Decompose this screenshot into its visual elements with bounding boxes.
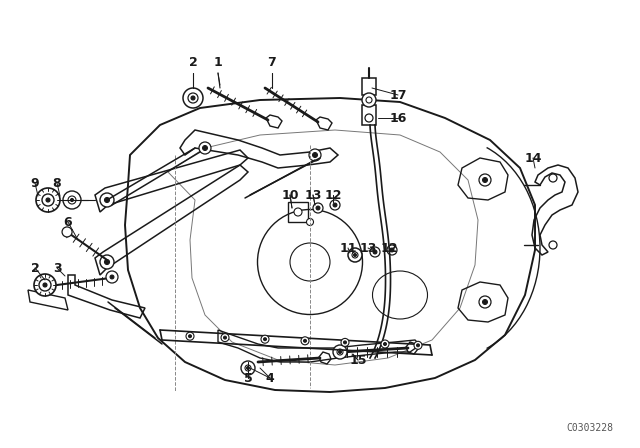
Circle shape [383, 343, 387, 345]
Circle shape [549, 241, 557, 249]
Text: C0303228: C0303228 [566, 423, 614, 433]
Polygon shape [406, 342, 418, 354]
Circle shape [43, 283, 47, 287]
Circle shape [549, 174, 557, 182]
Circle shape [381, 340, 389, 348]
Circle shape [370, 247, 380, 257]
Circle shape [339, 350, 342, 353]
Circle shape [333, 203, 337, 207]
Text: 14: 14 [524, 151, 541, 164]
Text: 15: 15 [349, 353, 367, 366]
Circle shape [264, 338, 266, 340]
Polygon shape [28, 290, 68, 310]
Circle shape [68, 196, 76, 204]
Circle shape [261, 335, 269, 343]
Circle shape [223, 336, 227, 339]
Circle shape [63, 191, 81, 209]
Text: 17: 17 [389, 89, 407, 102]
Circle shape [39, 279, 51, 291]
Circle shape [483, 300, 488, 305]
Circle shape [46, 198, 50, 202]
Circle shape [303, 339, 307, 342]
Circle shape [188, 93, 198, 103]
Text: 10: 10 [281, 189, 299, 202]
Circle shape [344, 341, 346, 344]
Circle shape [330, 200, 340, 210]
Text: 12: 12 [324, 189, 342, 202]
Circle shape [313, 203, 323, 213]
Polygon shape [319, 352, 331, 364]
Text: 4: 4 [266, 371, 275, 384]
Circle shape [199, 142, 211, 154]
Circle shape [104, 198, 109, 202]
Circle shape [189, 335, 191, 338]
Circle shape [294, 208, 302, 216]
Circle shape [312, 152, 317, 158]
Polygon shape [362, 105, 376, 125]
Circle shape [417, 344, 419, 347]
Text: 3: 3 [52, 262, 61, 275]
Circle shape [341, 338, 349, 346]
Circle shape [42, 194, 54, 206]
Circle shape [316, 206, 320, 210]
Circle shape [183, 88, 203, 108]
Circle shape [337, 349, 343, 355]
Polygon shape [362, 78, 376, 95]
Circle shape [414, 341, 422, 349]
Circle shape [301, 337, 309, 345]
Circle shape [366, 97, 372, 103]
Text: 6: 6 [64, 215, 72, 228]
Circle shape [307, 219, 314, 225]
Circle shape [373, 250, 377, 254]
Circle shape [104, 259, 109, 264]
Circle shape [202, 146, 207, 151]
Circle shape [186, 332, 194, 340]
Text: 5: 5 [244, 371, 252, 384]
Polygon shape [266, 115, 282, 128]
Circle shape [353, 254, 356, 257]
Circle shape [246, 366, 250, 370]
Circle shape [479, 174, 491, 186]
Text: 11: 11 [339, 241, 356, 254]
Circle shape [352, 252, 358, 258]
Circle shape [479, 296, 491, 308]
Circle shape [70, 198, 74, 202]
Text: 13: 13 [304, 189, 322, 202]
Text: 9: 9 [31, 177, 39, 190]
Circle shape [333, 345, 347, 359]
Text: 1: 1 [214, 56, 222, 69]
Circle shape [387, 245, 397, 255]
Circle shape [365, 114, 373, 122]
Polygon shape [316, 117, 332, 130]
Circle shape [100, 193, 114, 207]
Circle shape [221, 334, 229, 342]
Text: 2: 2 [31, 262, 40, 275]
Polygon shape [288, 202, 308, 222]
Circle shape [241, 361, 255, 375]
Circle shape [362, 93, 376, 107]
Text: 12: 12 [380, 241, 397, 254]
Text: 13: 13 [359, 241, 377, 254]
Text: 8: 8 [52, 177, 61, 190]
Circle shape [106, 271, 118, 283]
Circle shape [62, 227, 72, 237]
Circle shape [483, 177, 488, 182]
Circle shape [191, 96, 195, 100]
Circle shape [100, 255, 114, 269]
Text: 2: 2 [189, 56, 197, 69]
Circle shape [245, 365, 251, 371]
Text: 16: 16 [389, 112, 406, 125]
Circle shape [36, 188, 60, 212]
Circle shape [34, 274, 56, 296]
Circle shape [348, 248, 362, 262]
Circle shape [309, 149, 321, 161]
Circle shape [110, 275, 114, 279]
Text: 7: 7 [268, 56, 276, 69]
Circle shape [390, 248, 394, 252]
